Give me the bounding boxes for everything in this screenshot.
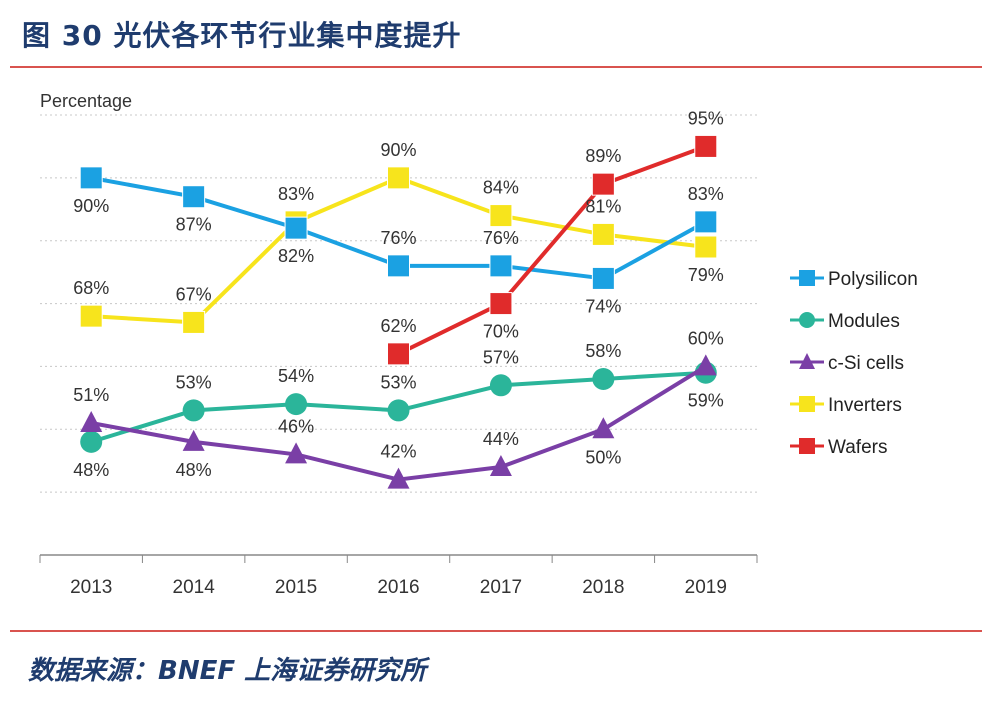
x-tick-label: 2013 [70, 577, 112, 598]
inverters-marker [489, 204, 513, 228]
y-axis-label: Percentage [40, 91, 132, 111]
data-label: 67% [176, 284, 212, 304]
data-label: 44% [483, 429, 519, 449]
c-si-cells-marker [285, 442, 308, 464]
data-label: 81% [585, 196, 621, 216]
top-rule [10, 66, 982, 68]
data-label: 70% [483, 322, 519, 342]
data-label: 82% [278, 246, 314, 266]
inverters-marker [79, 304, 103, 328]
polysilicon-marker [694, 210, 718, 234]
data-label: 84% [483, 178, 519, 198]
x-tick-label: 2017 [480, 577, 522, 598]
c-si-cells-marker [80, 411, 103, 432]
legend-marker [799, 270, 815, 286]
legend-marker [799, 353, 815, 369]
bottom-rule [10, 630, 982, 632]
inverters-marker [182, 310, 206, 334]
data-label: 74% [585, 296, 621, 316]
modules-marker [592, 368, 615, 390]
c-si-cells-marker [182, 429, 205, 451]
wafers-marker [387, 342, 410, 366]
data-label: 58% [585, 341, 621, 361]
data-label: 42% [380, 442, 416, 462]
data-label: 83% [278, 184, 314, 204]
inverters-marker [591, 222, 615, 246]
data-label: 62% [380, 316, 416, 336]
data-label: 68% [73, 278, 109, 298]
c-si-cells-marker [694, 354, 717, 376]
legend-marker [799, 438, 815, 454]
modules-marker [489, 374, 512, 397]
data-label: 48% [73, 460, 109, 480]
c-si-cells-marker [489, 455, 512, 476]
data-label: 95% [688, 108, 724, 128]
legend-marker [799, 396, 815, 412]
data-label: 90% [73, 196, 109, 216]
wafers-marker [489, 292, 513, 316]
modules-marker [285, 393, 308, 416]
x-tick-label: 2019 [685, 577, 727, 598]
data-label: 53% [176, 372, 212, 392]
data-label: 89% [585, 146, 621, 166]
data-label: 48% [176, 460, 212, 480]
legend-item-label: Inverters [828, 395, 902, 416]
data-label: 54% [278, 366, 314, 386]
polysilicon-marker [284, 216, 308, 240]
legend-item-label: Modules [828, 311, 900, 332]
c-si-cells-marker [387, 467, 410, 489]
polysilicon-marker [489, 254, 513, 278]
wafers-line [397, 144, 707, 356]
c-si-cells-marker [592, 417, 615, 439]
legend-marker [799, 312, 815, 328]
figure-title: 图 30 光伏各环节行业集中度提升 [22, 19, 462, 52]
data-label: 76% [483, 228, 519, 248]
inverters-marker [387, 166, 410, 190]
data-label: 50% [585, 447, 621, 467]
data-label: 87% [176, 215, 212, 235]
legend-item-label: c-Si cells [828, 353, 904, 374]
data-label: 76% [380, 228, 416, 248]
polysilicon-marker [591, 266, 615, 290]
x-tick-label: 2015 [275, 577, 317, 598]
x-tick-label: 2014 [173, 577, 216, 598]
inverters-marker [694, 235, 718, 259]
data-label: 79% [688, 265, 724, 285]
wafers-marker [591, 172, 615, 196]
data-label: 83% [688, 184, 724, 204]
polysilicon-marker [79, 166, 103, 190]
legend-item-label: Polysilicon [828, 269, 918, 290]
data-label: 53% [380, 372, 416, 392]
legend-item-label: Wafers [828, 437, 887, 458]
data-label: 57% [483, 347, 519, 367]
data-label: 51% [73, 385, 109, 405]
wafers-marker [694, 134, 718, 158]
polysilicon-marker [182, 185, 206, 209]
x-tick-label: 2016 [377, 577, 419, 598]
source-note: 数据来源：BNEF 上海证券研究所 [28, 656, 427, 686]
data-label: 59% [688, 391, 724, 411]
data-label: 90% [380, 140, 416, 160]
x-tick-label: 2018 [582, 577, 624, 598]
modules-marker [387, 399, 410, 422]
modules-marker [80, 430, 103, 453]
data-label: 46% [278, 416, 314, 436]
data-label: 60% [688, 328, 724, 348]
polysilicon-marker [387, 254, 410, 278]
modules-marker [182, 399, 205, 422]
